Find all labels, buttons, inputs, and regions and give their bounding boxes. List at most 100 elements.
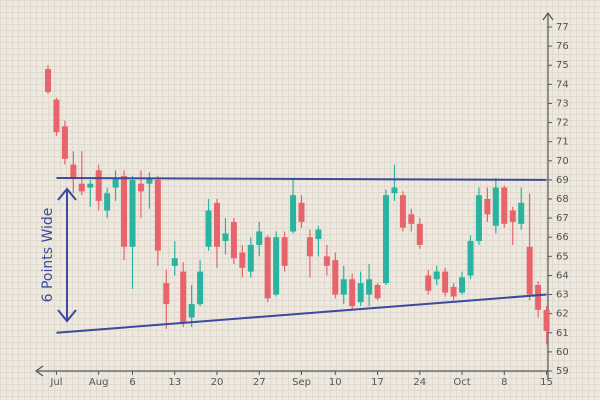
candle-body [78,183,85,192]
candle-body [104,193,111,211]
annotation: 6 Points Wide [40,208,56,303]
candle-body [383,195,389,284]
y-tick-label: 64 [556,270,569,281]
y-tick-label: 72 [556,118,569,129]
candle-body [95,170,102,201]
candle-body [306,237,313,257]
candle-body [137,183,144,192]
candle-body [332,260,339,295]
candle-body [273,237,280,295]
candle-body [45,69,51,92]
candle-body [399,195,406,228]
y-tick-label: 67 [556,213,569,224]
candle-body [239,252,246,268]
candle-body [526,246,533,295]
candle-body [366,279,373,295]
candle-body [146,177,153,184]
y-tick-label: 75 [556,60,569,71]
y-tick-label: 59 [556,366,569,377]
candle-body [349,279,356,307]
x-tick-label: 20 [211,377,224,388]
candle-body [154,179,161,251]
candle-body [467,241,474,276]
y-tick-label: 61 [556,328,569,339]
candle-body [509,210,516,222]
candle-body [543,309,550,331]
candle-body [475,195,482,242]
y-tick-label: 77 [556,22,569,33]
trend-line [56,176,547,181]
y-axis-arrow [542,11,554,21]
candle-body [442,271,449,293]
x-tick-label: 10 [329,377,342,388]
candle-body [535,285,542,310]
candle-body [197,271,204,305]
candle-body [416,223,423,245]
plot: 59606162636465666768697071727374757677Ju… [45,22,569,388]
candle-body [492,187,499,226]
x-tick-label: 13 [168,377,181,388]
candle-body [171,258,178,266]
candle-body [450,286,457,297]
x-tick-label: 24 [413,377,426,388]
y-tick-label: 76 [556,41,569,52]
candle-body [518,202,525,224]
y-tick-label: 73 [556,98,569,109]
y-tick-label: 74 [556,79,569,90]
candle-body [61,126,68,159]
candle-body [70,164,77,178]
candle-body [391,187,398,194]
candle-body [87,183,94,188]
x-tick-label: 15 [540,377,553,388]
y-tick-label: 65 [556,251,569,262]
candle-body [315,229,322,240]
candle-body [484,199,491,215]
candle-body [112,177,119,188]
candle-body [501,187,508,224]
arrow-head [57,309,77,323]
candle-body [357,283,364,303]
x-tick-label: 6 [129,377,135,388]
candle-body [433,271,440,280]
candle-body [222,233,229,242]
candle-body [53,99,60,133]
candle-body [129,179,136,247]
y-tick-label: 66 [556,232,569,243]
candle-body [408,214,415,224]
y-tick-label: 70 [556,156,569,167]
x-tick-label: 27 [253,377,266,388]
candle-body [163,283,170,305]
x-tick-label: Oct [453,377,470,388]
candle-body [121,176,128,247]
x-tick-label: Sep [292,377,311,388]
y-tick-label: 71 [556,137,569,148]
y-tick-label: 69 [556,175,569,186]
y-tick-label: 63 [556,290,569,301]
candle-body [374,285,381,299]
x-axis-arrow [34,365,44,377]
x-tick-label: 8 [501,377,507,388]
candle-body [214,202,220,247]
candle-body [323,256,330,266]
candle-body [340,279,347,295]
candle-body [264,237,271,299]
candle-body [205,210,212,247]
arrow-head [57,187,77,201]
candle-body [290,195,297,232]
trend-line [56,293,547,334]
candle-body [425,275,432,291]
candle-body [188,304,195,318]
x-tick-label: Aug [89,377,109,388]
candle-body [459,277,466,293]
candle-body [281,237,288,266]
candle-body [256,231,263,245]
x-tick-label: Jul [49,377,62,388]
candle-body [180,271,187,324]
candle-body [247,244,254,272]
y-tick-label: 62 [556,309,569,320]
candle-body [230,221,237,259]
y-tick-label: 60 [556,347,569,358]
y-tick-label: 68 [556,194,569,205]
